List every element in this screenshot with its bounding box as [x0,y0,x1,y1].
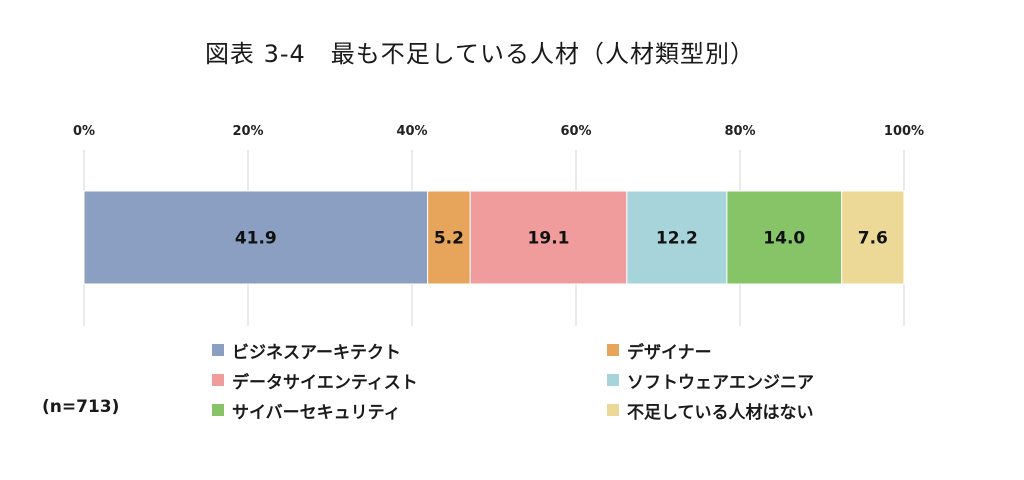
data-label: 14.0 [763,229,805,249]
legend-swatch [212,374,224,386]
legend-item-designer: デザイナー [607,337,907,363]
bar-segment [626,190,728,285]
x-tick-label: 0% [73,124,95,139]
bar-segment [841,190,905,285]
legend-item-cyber-security: サイバーセキュリティ [212,397,607,423]
data-label: 41.9 [235,229,277,249]
legend-item-business-architect: ビジネスアーキテクト [212,337,607,363]
legend-swatch [212,344,224,356]
legend-label: デザイナー [627,342,712,363]
x-tick-label: 100% [884,124,924,139]
x-tick-label: 60% [560,124,591,139]
bar-segment [726,190,843,285]
legend-swatch [212,404,224,416]
x-tick-label: 80% [724,124,755,139]
data-label: 5.2 [434,229,464,249]
legend: ビジネスアーキテクト デザイナー データサイエンティスト ソフトウェアエンジニア… [212,337,912,423]
legend-label: ソフトウェアエンジニア [627,372,814,393]
x-tick-label: 40% [396,124,427,139]
legend-label: 不足している人材はない [627,402,814,423]
legend-swatch [607,344,619,356]
legend-item-no-shortage: 不足している人材はない [607,397,907,423]
legend-label: ビジネスアーキテクト [232,342,401,363]
legend-label: サイバーセキュリティ [232,402,401,423]
legend-swatch [607,374,619,386]
bar-segment [83,190,429,285]
chart-title: 図表 3-4 最も不足している人材（人材類型別） [204,40,756,68]
data-label: 7.6 [858,229,888,249]
legend-swatch [607,404,619,416]
legend-item-software-engineer: ソフトウェアエンジニア [607,367,907,393]
bar-segment [469,190,628,285]
data-label: 19.1 [528,229,570,249]
legend-item-data-scientist: データサイエンティスト [212,367,607,393]
x-tick-label: 20% [232,124,263,139]
sample-size-label: (n=713) [42,397,120,417]
bar-segment [427,190,471,285]
legend-label: データサイエンティスト [232,372,418,393]
data-label: 12.2 [656,229,698,249]
